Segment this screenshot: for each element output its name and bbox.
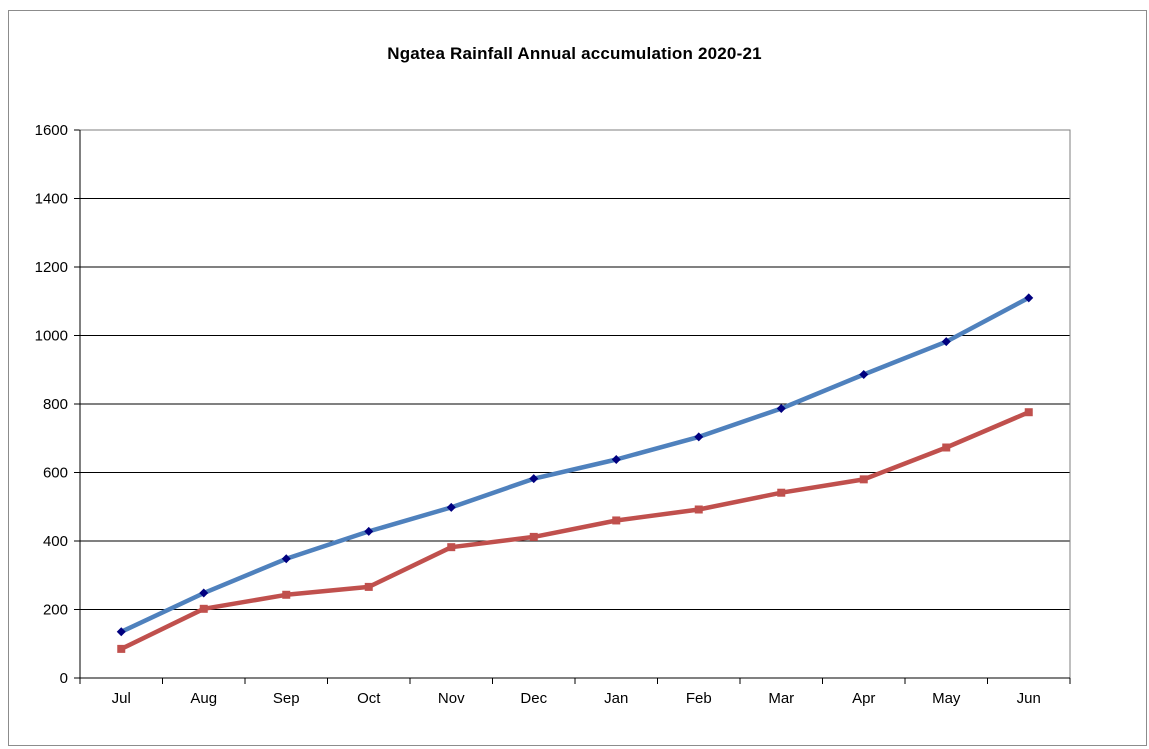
x-tick-label: Jun [1017,690,1041,707]
axes [74,129,1071,684]
chart-frame [8,10,1147,746]
x-tick-label: Apr [852,690,875,707]
y-tick-label: 1000 [35,328,68,345]
series-group [116,293,1034,653]
data-point [364,582,373,591]
y-tick-labels: 0 200 400 600 800 1000 1200 1400 1600 [35,122,68,687]
y-tick-label: 1400 [35,191,68,208]
series-line [119,295,1032,635]
x-tick-label: Feb [686,690,712,707]
data-point [199,604,208,613]
data-point [117,644,126,653]
gridlines [80,129,1070,610]
data-point [529,532,538,541]
data-point [942,443,951,452]
data-point [612,516,621,525]
data-point [941,337,951,347]
data-point [529,474,539,484]
x-tick-label: Sep [273,690,300,707]
data-point [694,432,704,442]
x-tick-label: Nov [438,690,465,707]
chart-title: Ngatea Rainfall Annual accumulation 2020… [387,44,762,63]
x-tick-label: Jul [112,690,131,707]
data-point [694,505,703,514]
series-2 [117,408,1033,653]
x-tick-labels: Jul Aug Sep Oct Nov Dec Jan Feb Mar Apr May Jun [112,690,1041,707]
y-tick-label: 400 [43,533,68,550]
y-tick-label: 1200 [35,259,68,276]
data-point [199,588,209,598]
data-point [446,502,456,512]
series-line [119,409,1032,652]
data-point [1024,408,1033,417]
data-point [1024,293,1034,303]
data-point [364,526,374,536]
x-tick-label: May [932,690,961,707]
data-point [859,475,868,484]
x-tick-label: Dec [520,690,547,707]
y-tick-label: 600 [43,465,68,482]
y-tick-label: 1600 [35,122,68,139]
x-tick-label: Oct [357,690,381,707]
x-tick-label: Aug [190,690,217,707]
y-tick-label: 800 [43,396,68,413]
data-point [776,403,786,413]
data-point [282,590,291,599]
data-point [859,370,869,380]
data-point [447,543,456,552]
x-tick-label: Mar [768,690,794,707]
data-point [777,488,786,497]
data-point [116,627,126,637]
data-point [611,454,621,464]
y-tick-label: 0 [60,670,68,687]
y-tick-label: 200 [43,602,68,619]
x-tick-label: Jan [604,690,628,707]
series-1 [116,293,1034,637]
data-point [281,554,291,564]
